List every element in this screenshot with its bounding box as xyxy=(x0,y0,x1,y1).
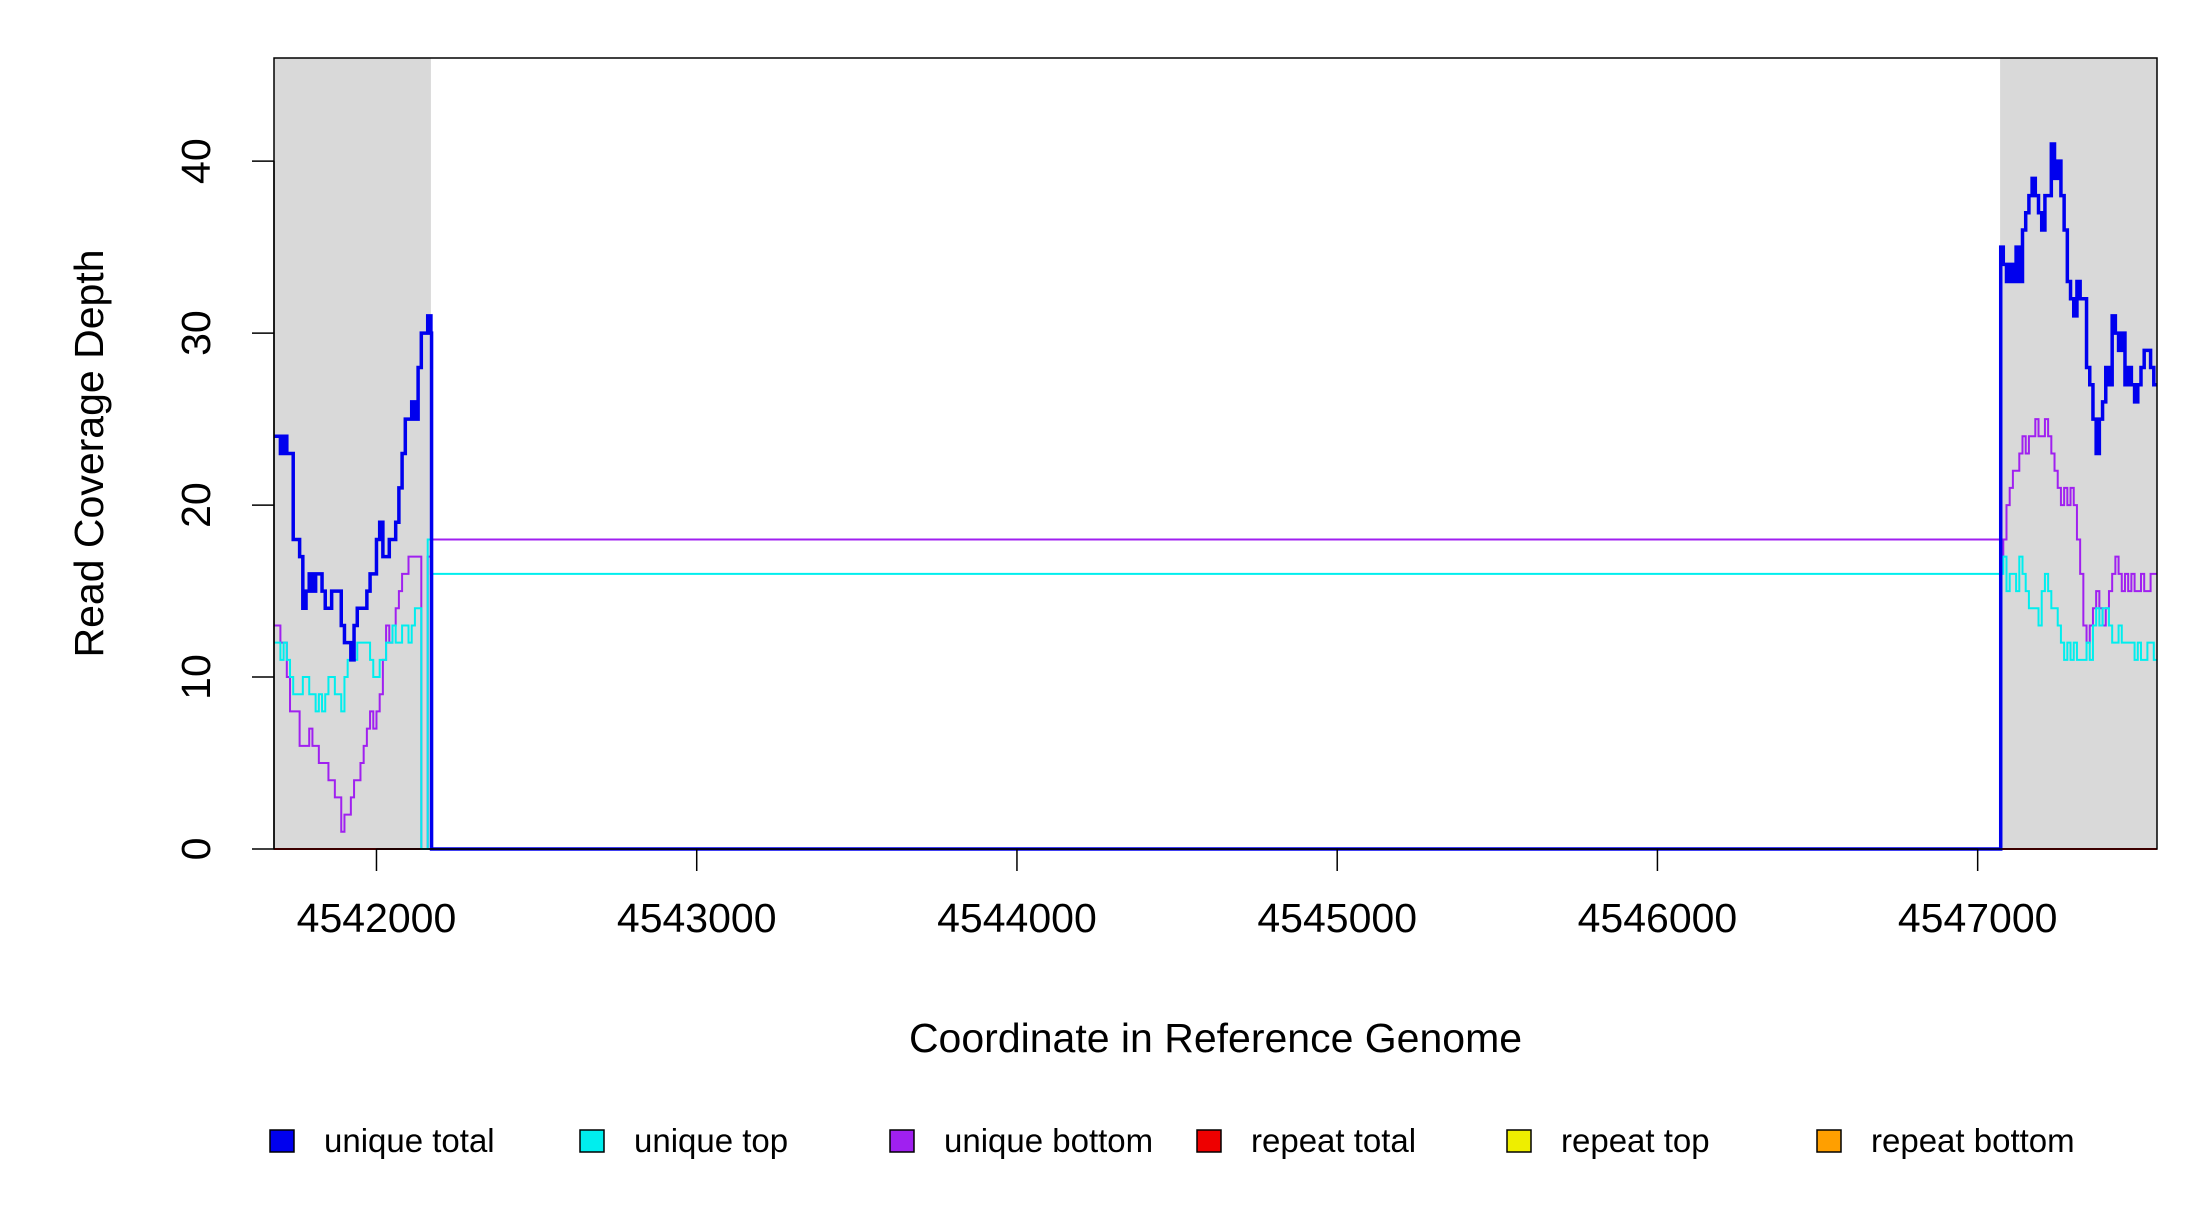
legend-label: repeat top xyxy=(1561,1122,1710,1159)
x-axis-label: Coordinate in Reference Genome xyxy=(909,1015,1522,1061)
x-tick-label: 4545000 xyxy=(1257,895,1417,941)
x-tick-label: 4542000 xyxy=(297,895,457,941)
y-tick-label: 0 xyxy=(173,838,219,861)
series-unique-top xyxy=(274,538,2157,850)
legend-swatch xyxy=(269,1129,295,1153)
y-tick-label: 30 xyxy=(173,310,219,356)
legend-label: unique bottom xyxy=(944,1122,1153,1159)
legend-label: unique total xyxy=(324,1122,495,1159)
legend-item-unique-total: unique total xyxy=(269,1122,495,1159)
legend: unique total unique top unique bottom repea… xyxy=(269,1122,2075,1159)
legend-swatch xyxy=(579,1129,605,1153)
x-axis: 4542000 4543000 4544000 4545000 4546000 45470… xyxy=(297,848,2058,941)
legend-item-unique-bottom: unique bottom xyxy=(889,1122,1153,1159)
plot-frame xyxy=(273,57,2158,850)
legend-label: repeat total xyxy=(1251,1122,1416,1159)
y-tick-label: 20 xyxy=(173,482,219,528)
y-tick-label: 10 xyxy=(173,654,219,700)
legend-item-repeat-top: repeat top xyxy=(1506,1122,1710,1159)
shaded-region-2 xyxy=(2000,58,2157,849)
legend-swatch xyxy=(889,1129,915,1153)
legend-label: unique top xyxy=(634,1122,788,1159)
series-lines xyxy=(274,142,2157,851)
x-tick-label: 4543000 xyxy=(617,895,777,941)
y-axis: 0 10 20 30 40 xyxy=(173,138,275,861)
legend-label: repeat bottom xyxy=(1871,1122,2075,1159)
shaded-region-1 xyxy=(274,58,431,849)
legend-swatch xyxy=(1816,1129,1842,1153)
y-axis-label: Read Coverage Depth xyxy=(66,250,112,658)
legend-item-unique-top: unique top xyxy=(579,1122,788,1159)
x-tick-label: 4547000 xyxy=(1898,895,2058,941)
legend-item-repeat-total: repeat total xyxy=(1196,1122,1416,1159)
x-tick-label: 4546000 xyxy=(1578,895,1738,941)
shaded-regions xyxy=(274,58,2157,849)
legend-swatch xyxy=(1506,1129,1532,1153)
x-tick-label: 4544000 xyxy=(937,895,1097,941)
y-tick-label: 40 xyxy=(173,138,219,184)
legend-swatch xyxy=(1196,1129,1222,1153)
series-unique-bottom xyxy=(274,418,2157,850)
series-unique-total xyxy=(274,142,2157,851)
legend-item-repeat-bottom: repeat bottom xyxy=(1816,1122,2075,1159)
